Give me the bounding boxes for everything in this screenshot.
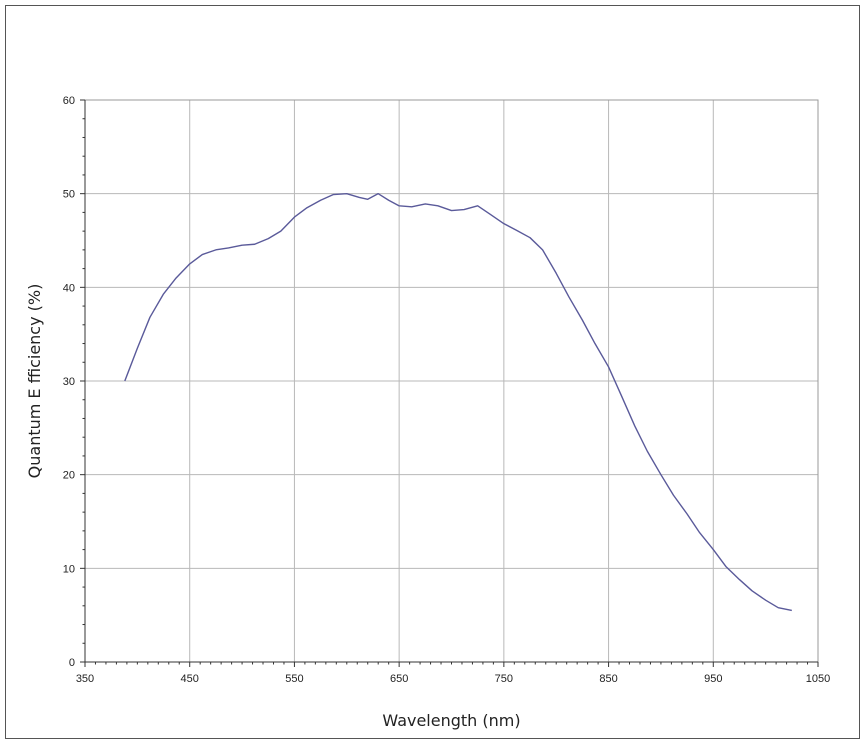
tick-labels: 350 450 550 650 750 850 950 1050 0 10 20 30 40 50 60 — [63, 95, 830, 685]
x-tick-label: 350 — [76, 673, 94, 685]
y-tick-label: 40 — [63, 282, 75, 294]
axes — [80, 99, 819, 667]
y-tick-label: 50 — [63, 189, 75, 201]
y-tick-label: 10 — [63, 563, 75, 575]
y-tick-label: 0 — [69, 657, 75, 669]
x-tick-label: 450 — [181, 673, 199, 685]
x-axis-label: Wavelength (nm) — [382, 711, 520, 730]
x-tick-label: 750 — [495, 673, 513, 685]
y-tick-label: 30 — [63, 376, 75, 388]
x-tick-label: 650 — [390, 673, 408, 685]
y-tick-label: 60 — [63, 95, 75, 107]
x-tick-label: 550 — [285, 673, 303, 685]
y-axis-label: Quantum E fficiency (%) — [25, 284, 44, 479]
x-tick-label: 950 — [704, 673, 722, 685]
x-tick-label: 1050 — [806, 673, 830, 685]
chart-frame — [5, 5, 860, 739]
x-tick-label: 850 — [599, 673, 617, 685]
y-tick-label: 20 — [63, 470, 75, 482]
series-line — [124, 192, 792, 612]
grid — [84, 99, 819, 663]
